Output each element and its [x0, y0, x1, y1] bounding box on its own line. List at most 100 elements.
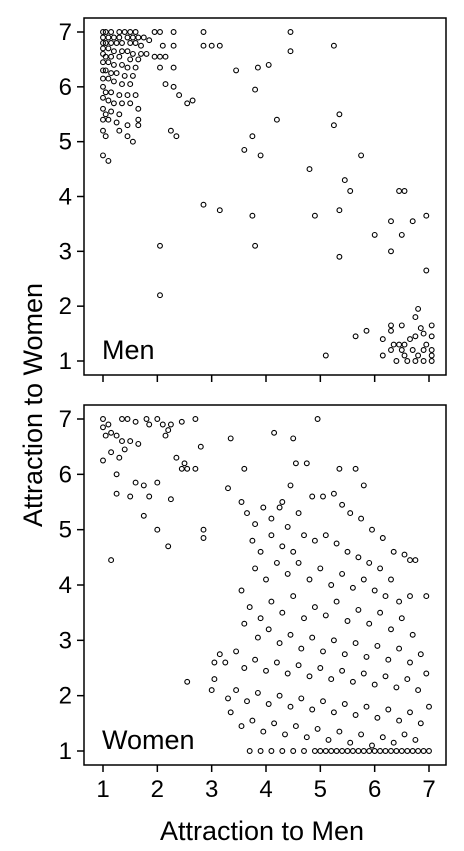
data-point [132, 418, 139, 425]
data-point [110, 100, 117, 107]
data-point [401, 731, 408, 738]
data-point [358, 515, 365, 522]
data-point [252, 521, 259, 528]
data-point [301, 748, 307, 754]
data-point [167, 127, 174, 134]
data-point [257, 615, 264, 622]
data-point [409, 748, 416, 754]
data-point [225, 695, 231, 702]
data-point [157, 292, 163, 299]
data-point [398, 322, 405, 329]
data-point [276, 640, 283, 647]
data-point [339, 570, 346, 577]
data-point [108, 108, 115, 115]
y-tick-label: 5 [59, 129, 72, 156]
data-point [121, 446, 128, 453]
data-point [382, 593, 389, 600]
data-point [116, 454, 123, 461]
data-point [170, 29, 177, 35]
data-point [100, 29, 106, 35]
data-point [417, 325, 424, 332]
data-point [135, 116, 142, 123]
data-point [113, 471, 120, 478]
data-point [349, 584, 356, 591]
data-point [352, 712, 359, 718]
data-point [233, 687, 240, 694]
data-point [287, 703, 294, 710]
data-point [208, 687, 215, 694]
data-point [420, 748, 427, 754]
data-point [252, 565, 259, 572]
data-point [428, 333, 435, 340]
data-point [110, 78, 117, 85]
x-axis-title: Attraction to Men [160, 816, 364, 846]
data-point [271, 429, 278, 436]
data-point [388, 248, 394, 255]
data-point [159, 421, 166, 428]
y-tick-label: 6 [59, 461, 72, 488]
data-point [244, 698, 250, 705]
data-point [249, 537, 256, 544]
data-point [385, 706, 392, 713]
data-point [344, 548, 351, 555]
data-point [154, 526, 161, 533]
data-point [138, 50, 144, 57]
data-point [292, 460, 299, 467]
data-point [398, 615, 405, 622]
data-point [396, 188, 403, 194]
data-point [290, 435, 297, 442]
data-point [146, 37, 153, 44]
data-point [309, 493, 316, 500]
data-point [279, 499, 286, 505]
data-point [352, 640, 359, 647]
data-point [388, 626, 394, 633]
data-point [290, 593, 297, 600]
data-point [135, 440, 142, 447]
data-point [100, 94, 106, 101]
data-point [306, 166, 313, 173]
data-point [369, 742, 375, 749]
data-point [233, 648, 240, 655]
data-point [127, 56, 134, 63]
data-point [119, 61, 125, 68]
data-point [100, 83, 106, 90]
data-point [216, 207, 223, 214]
data-point [412, 314, 419, 321]
data-point [178, 418, 185, 425]
y-tick-label: 4 [59, 184, 72, 211]
data-point [336, 207, 343, 214]
data-point [108, 29, 115, 35]
data-point [102, 40, 109, 46]
data-point [290, 748, 297, 754]
data-point [268, 748, 275, 754]
data-point [216, 651, 223, 658]
data-point [301, 615, 307, 622]
data-point [200, 201, 207, 208]
data-point [181, 460, 188, 467]
data-point [276, 692, 283, 699]
data-point [135, 56, 142, 63]
data-point [138, 42, 144, 49]
data-point [398, 347, 405, 353]
data-point [282, 731, 288, 738]
data-point [124, 122, 131, 129]
data-point [121, 72, 128, 79]
data-point [151, 53, 158, 60]
data-point [113, 119, 120, 126]
data-point [254, 634, 261, 641]
data-point [105, 45, 112, 52]
data-point [396, 598, 403, 605]
data-point [330, 42, 337, 49]
data-point [377, 748, 384, 754]
data-point [287, 482, 294, 489]
data-point [157, 53, 163, 60]
data-point [100, 416, 106, 422]
data-point [119, 48, 125, 55]
y-axis-title: Attraction to Women [18, 283, 48, 527]
data-point [379, 734, 386, 741]
data-point [233, 67, 240, 74]
data-point [420, 330, 427, 337]
data-point [401, 188, 408, 194]
data-point [116, 111, 123, 118]
data-point [322, 748, 329, 754]
